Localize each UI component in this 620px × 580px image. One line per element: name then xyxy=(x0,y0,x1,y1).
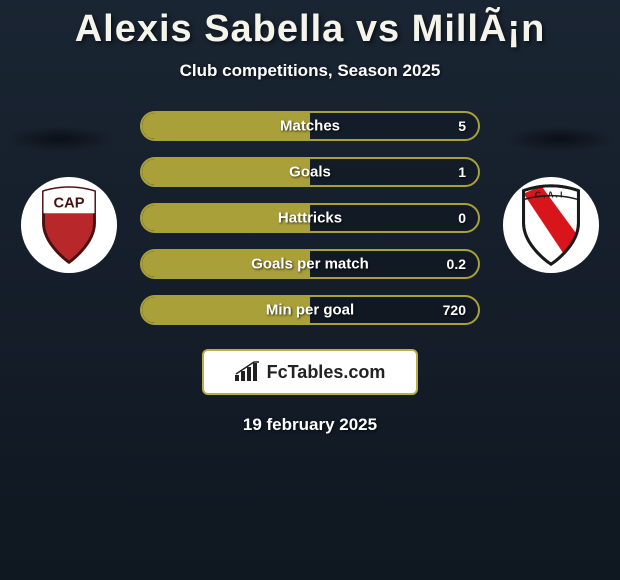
page-title: Alexis Sabella vs MillÃ¡n xyxy=(0,0,620,51)
stat-value: 1 xyxy=(458,164,466,180)
brand-text: FcTables.com xyxy=(267,362,386,383)
stat-row: Min per goal 720 xyxy=(140,295,480,325)
chart-bars-icon xyxy=(235,361,261,383)
stat-row: Goals 1 xyxy=(140,157,480,187)
right-club-badge: C . A . I . xyxy=(502,176,600,274)
left-shadow xyxy=(5,126,115,152)
stat-label: Min per goal xyxy=(266,302,354,319)
stat-label: Hattricks xyxy=(278,210,342,227)
stat-value: 5 xyxy=(458,118,466,134)
stat-value: 0 xyxy=(458,210,466,226)
stat-fill xyxy=(142,159,310,185)
stat-value: 720 xyxy=(443,302,466,318)
date-text: 19 february 2025 xyxy=(0,415,620,435)
right-shadow xyxy=(505,126,615,152)
stat-row: Hattricks 0 xyxy=(140,203,480,233)
comparison-panel: CAP C . A . I . Matches 5 xyxy=(0,111,620,331)
brand-badge[interactable]: FcTables.com xyxy=(202,349,418,395)
stat-label: Goals xyxy=(289,164,331,181)
stats-list: Matches 5 Goals 1 Hattricks 0 Goals per … xyxy=(140,111,480,341)
stat-row: Matches 5 xyxy=(140,111,480,141)
stat-value: 0.2 xyxy=(447,256,466,272)
stat-label: Matches xyxy=(280,118,340,135)
stat-row: Goals per match 0.2 xyxy=(140,249,480,279)
left-club-badge: CAP xyxy=(20,176,118,274)
subtitle: Club competitions, Season 2025 xyxy=(0,61,620,81)
svg-text:C . A . I .: C . A . I . xyxy=(535,190,567,200)
svg-text:CAP: CAP xyxy=(53,195,84,211)
stat-label: Goals per match xyxy=(251,256,369,273)
